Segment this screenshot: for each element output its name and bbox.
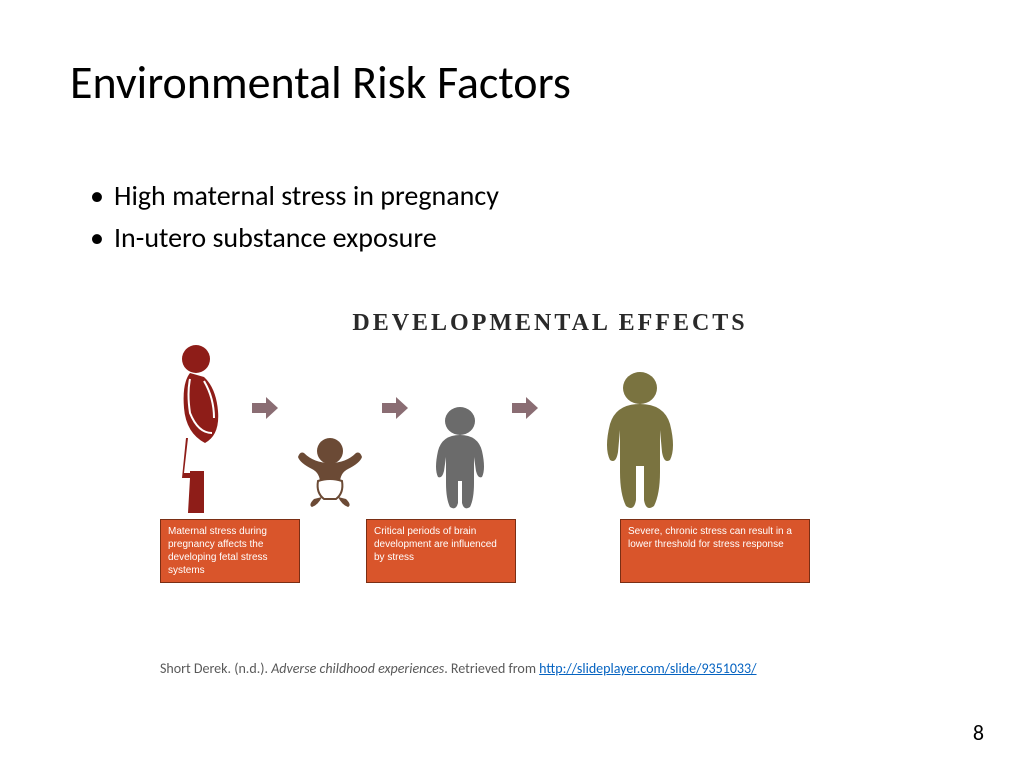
caption-box: Severe, chronic stress can result in a l… <box>620 519 810 583</box>
citation-title: Adverse childhood experiences <box>271 660 444 677</box>
captions-row: Maternal stress during pregnancy affects… <box>160 519 860 583</box>
figure-toddler <box>420 403 500 513</box>
citation-link[interactable]: http://slideplayer.com/slide/9351033/ <box>539 660 756 677</box>
page-number: 8 <box>973 719 984 746</box>
citation-prefix: Short Derek. (n.d.). <box>160 660 271 677</box>
baby-icon <box>290 433 370 513</box>
child-icon <box>590 368 690 513</box>
bullet-item: High maternal stress in pregnancy <box>90 175 499 217</box>
toddler-icon <box>420 403 500 513</box>
citation-middle: . Retrieved from <box>444 660 539 677</box>
infographic-heading: DEVELOPMENTAL EFFECTS <box>240 310 860 337</box>
arrow-icon <box>380 395 410 421</box>
figures-row <box>160 343 860 513</box>
bullet-item: In-utero substance exposure <box>90 217 499 259</box>
caption-box: Maternal stress during pregnancy affects… <box>160 519 300 583</box>
bullet-list: High maternal stress in pregnancy In-ute… <box>90 175 499 259</box>
citation: Short Derek. (n.d.). Adverse childhood e… <box>160 660 757 677</box>
pregnant-woman-icon <box>160 343 240 513</box>
arrow-icon <box>510 395 540 421</box>
caption-box: Critical periods of brain development ar… <box>366 519 516 583</box>
slide-title: Environmental Risk Factors <box>70 55 571 111</box>
figure-pregnant <box>160 343 240 513</box>
arrow-icon <box>250 395 280 421</box>
figure-child <box>590 368 690 513</box>
figure-baby <box>290 433 370 513</box>
developmental-effects-infographic: DEVELOPMENTAL EFFECTS <box>160 310 860 583</box>
